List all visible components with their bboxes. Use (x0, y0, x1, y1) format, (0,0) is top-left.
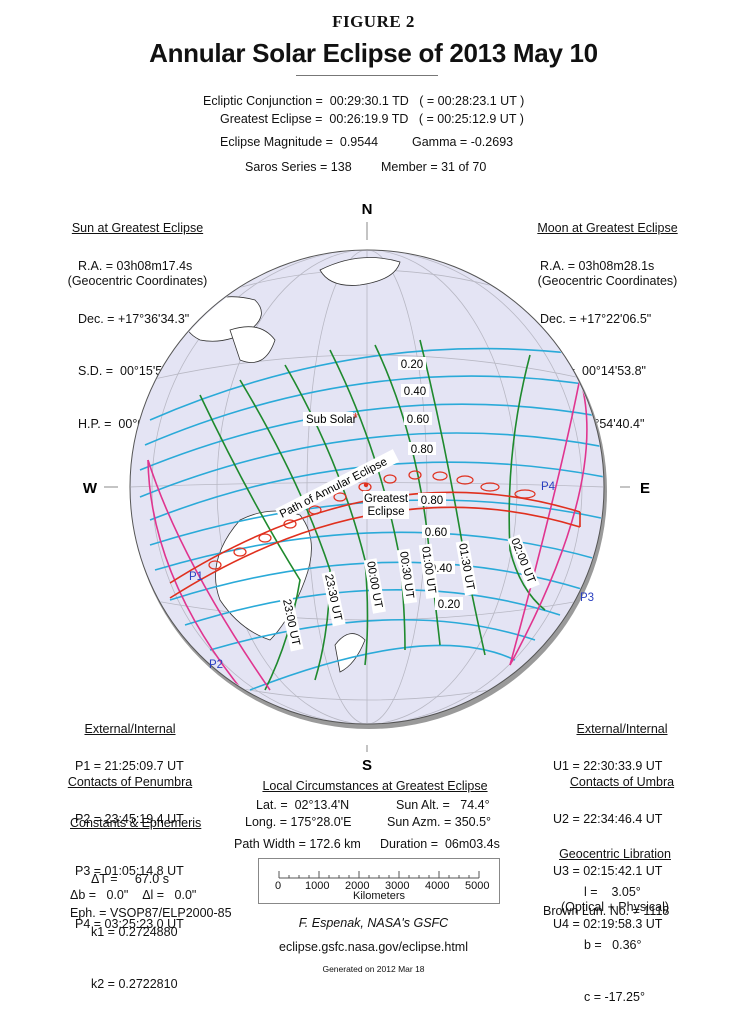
sub-solar-label: Sub Solar (306, 414, 357, 426)
title-divider (296, 75, 438, 76)
sun-block: Sun at Greatest Eclipse (Geocentric Coor… (50, 185, 225, 308)
sub-solar-label-bg (303, 412, 353, 426)
local-sun-azm: Sun Azm. = 350.5° (387, 815, 492, 829)
page-title: Annular Solar Eclipse of 2013 May 10 (149, 38, 598, 68)
local-duration: Duration = 06m03.4s (380, 837, 500, 851)
u3-time: U3 = 02:15:42.1 UT (553, 864, 663, 878)
u2-time: U2 = 22:34:46.4 UT (553, 811, 663, 826)
svg-text:0.80: 0.80 (421, 495, 443, 507)
svg-text:0.60: 0.60 (425, 527, 447, 539)
libration-b: b = 0.36° (584, 937, 642, 952)
sub-solar-marker-icon: * (353, 410, 358, 425)
scale-bar: 0 1000 2000 3000 4000 5000 Kilometers (258, 858, 500, 904)
libration-title: Geocentric Libration (559, 847, 671, 861)
penumbra-values: P1 = 21:25:09.7 UT P2 = 23:45:19.4 UT P3… (75, 723, 184, 951)
sun-dec: Dec. = +17°36'34.3" (78, 311, 190, 326)
conjunction-text: Ecliptic Conjunction = 00:29:30.1 TD ( =… (203, 94, 525, 108)
sun-title: Sun at Greatest Eclipse (71, 221, 204, 235)
scale-ticks (278, 871, 480, 879)
greatest-eclipse-marker (363, 482, 369, 488)
scale-tick-5000: 5000 (465, 880, 490, 892)
gamma-text: Gamma = -0.2693 (412, 135, 514, 149)
delta-b-l: Δb = 0.0" Δl = 0.0" (70, 888, 197, 902)
u4-time: U4 = 02:19:58.3 UT (553, 916, 663, 931)
penumbra-title-2: Contacts of Penumbra (67, 774, 193, 789)
umbra-block: External/Internal Contacts of Umbra (552, 686, 692, 809)
greatest-label-bg (363, 491, 409, 519)
moon-title: Moon at Greatest Eclipse (537, 221, 678, 235)
moon-subtitle: (Geocentric Coordinates) (537, 273, 678, 288)
moon-ra: R.A. = 03h08m28.1s (540, 259, 655, 273)
scale-tick-4000: 4000 (425, 880, 450, 892)
scale-tick-0: 0 (275, 880, 282, 892)
greatest-label-1: Greatest (364, 493, 409, 505)
scale-tick-2000: 2000 (345, 880, 370, 892)
local-title: Local Circumstances at Greatest Eclipse (262, 779, 488, 793)
compass-ticks (104, 222, 630, 752)
p3-time: P3 = 01:05:14.8 UT (75, 864, 184, 878)
libration-c: c = -17.25° (584, 990, 645, 1004)
penumbra-title-1: External/Internal (84, 722, 176, 736)
scale-tick-3000: 3000 (385, 880, 410, 892)
generated-date: Generated on 2012 Mar 18 (322, 964, 425, 974)
author-credit: F. Espenak, NASA's GSFC (298, 916, 449, 930)
umbra-title-2: Contacts of Umbra (569, 774, 675, 789)
svg-text:0.80: 0.80 (411, 444, 433, 456)
k2-value: k2 = 0.2722810 (91, 977, 178, 991)
constants-title: Constants & Ephemeris (70, 816, 202, 830)
greatest-eclipse-text: Greatest Eclipse = 00:26:19.9 TD ( = 00:… (220, 112, 524, 126)
libration-block: Geocentric Libration (Optical + Physical… (540, 811, 690, 934)
scale-tick-1000: 1000 (305, 880, 330, 892)
greatest-label-2: Eclipse (367, 506, 404, 518)
local-sun-alt: Sun Alt. = 74.4° (396, 798, 490, 812)
compass-south: S (362, 757, 372, 774)
libration-subtitle: (Optical + Physical) (560, 899, 670, 914)
umbra-values: U1 = 22:30:33.9 UT U2 = 22:34:46.4 UT U3… (553, 723, 662, 951)
delta-t: ΔT = 67.0 s (91, 872, 169, 886)
svg-text:P2: P2 (209, 659, 223, 671)
svg-text:P1: P1 (189, 571, 203, 583)
contact-labels: P1 P2 P3 P4 (189, 481, 594, 671)
svg-text:0.60: 0.60 (407, 414, 429, 426)
svg-text:P3: P3 (580, 592, 594, 604)
compass-west: W (83, 480, 98, 497)
libration-l: l = 3.05° (584, 885, 641, 899)
libration-values: l = 3.05° b = 0.36° c = -17.25° (584, 849, 645, 1024)
compass-north: N (362, 201, 373, 218)
umbra-title-1: External/Internal (576, 722, 668, 736)
local-long: Long. = 175°28.0'E (245, 815, 352, 829)
p4-time: P4 = 03:25:23.0 UT (75, 916, 184, 931)
magnitude-text: Eclipse Magnitude = 0.9544 (220, 135, 379, 149)
moon-dec: Dec. = +17°22'06.5" (540, 311, 652, 326)
eclipse-map: N S W E 0.20 0.40 0.60 0.80 0.80 0.60 0.… (83, 201, 650, 774)
moon-block: Moon at Greatest Eclipse (Geocentric Coo… (515, 185, 700, 308)
brown-lunation: Brown Lun. No. = 1118 (543, 904, 670, 918)
member-text: Member = 31 of 70 (381, 160, 487, 174)
source-url[interactable]: eclipse.gsfc.nasa.gov/eclipse.html (279, 940, 468, 954)
umbra-ellipses (208, 470, 536, 570)
local-lat: Lat. = 02°13.4'N (256, 798, 350, 812)
k1-value: k1 = 0.2724880 (91, 924, 178, 939)
sun-subtitle: (Geocentric Coordinates) (67, 273, 208, 288)
local-path-width: Path Width = 172.6 km (234, 837, 361, 851)
u1-time: U1 = 22:30:33.9 UT (553, 759, 663, 773)
svg-text:0.40: 0.40 (404, 386, 426, 398)
p1-time: P1 = 21:25:09.7 UT (75, 759, 184, 773)
svg-text:P4: P4 (541, 481, 556, 493)
constants-values: ΔT = 67.0 s k1 = 0.2724880 k2 = 0.272281… (91, 836, 178, 1011)
svg-text:0.20: 0.20 (401, 359, 423, 371)
saros-text: Saros Series = 138 (245, 160, 352, 174)
penumbra-block: External/Internal Contacts of Penumbra (55, 686, 205, 809)
scale-unit: Kilometers (353, 890, 405, 902)
sun-ra: R.A. = 03h08m17.4s (78, 259, 193, 273)
magnitude-labels: 0.20 0.40 0.60 0.80 0.80 0.60 0.40 0.20 (398, 357, 463, 611)
compass-east: E (640, 480, 650, 497)
p2-time: P2 = 23:45:19.4 UT (75, 811, 184, 826)
ephemeris: Eph. = VSOP87/ELP2000-85 (70, 906, 232, 920)
svg-text:0.20: 0.20 (438, 599, 460, 611)
figure-label: FIGURE 2 (332, 12, 415, 31)
